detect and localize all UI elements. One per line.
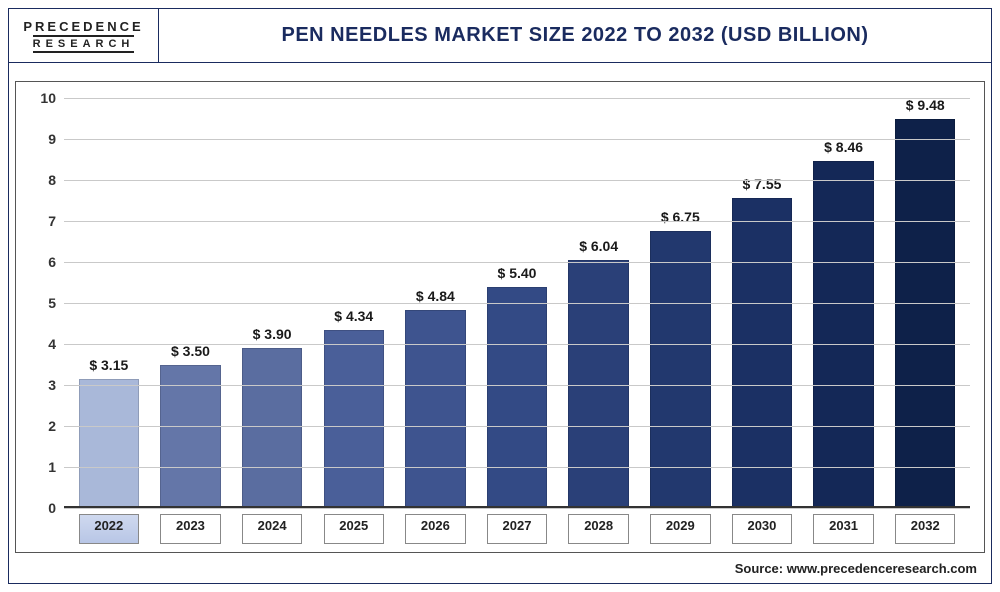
header-row: PRECEDENCE RESEARCH PEN NEEDLES MARKET S… <box>9 9 991 63</box>
bar-value-label: $ 4.84 <box>416 288 455 304</box>
gridline <box>64 180 970 181</box>
plot-area: $ 3.15$ 3.50$ 3.90$ 4.34$ 4.84$ 5.40$ 6.… <box>64 98 970 508</box>
gridline <box>64 98 970 99</box>
y-tick-label: 6 <box>24 254 64 270</box>
x-tick-label: 2028 <box>568 514 628 544</box>
y-tick-label: 3 <box>24 377 64 393</box>
gridline <box>64 467 970 468</box>
x-tick-label: 2027 <box>487 514 547 544</box>
bar <box>487 287 547 508</box>
x-tick-slot: 2029 <box>639 514 721 544</box>
x-tick-slot: 2023 <box>150 514 232 544</box>
bar <box>79 379 139 508</box>
chart-inner: $ 3.15$ 3.50$ 3.90$ 4.34$ 4.84$ 5.40$ 6.… <box>15 81 985 553</box>
y-tick-label: 4 <box>24 336 64 352</box>
bar-value-label: $ 4.34 <box>334 308 373 324</box>
title-box: PEN NEEDLES MARKET SIZE 2022 TO 2032 (US… <box>159 9 991 63</box>
logo: PRECEDENCE RESEARCH <box>9 9 159 63</box>
x-tick-slot: 2026 <box>395 514 477 544</box>
x-tick-label: 2022 <box>79 514 139 544</box>
x-tick-label: 2026 <box>405 514 465 544</box>
gridline <box>64 426 970 427</box>
x-tick-slot: 2024 <box>231 514 313 544</box>
bar <box>813 161 873 508</box>
gridline <box>64 262 970 263</box>
chart-container: $ 3.15$ 3.50$ 3.90$ 4.34$ 4.84$ 5.40$ 6.… <box>9 63 991 561</box>
x-tick-slot: 2028 <box>558 514 640 544</box>
x-ticks-row: 2022 2023 2024 2025 2026 2027 2028 2029 2030 2031… <box>64 514 970 544</box>
x-tick-slot: 2031 <box>803 514 885 544</box>
x-tick-slot: 2027 <box>476 514 558 544</box>
x-tick-label: 2024 <box>242 514 302 544</box>
bar-value-label: $ 6.75 <box>661 209 700 225</box>
x-tick-slot: 2030 <box>721 514 803 544</box>
gridline <box>64 508 970 509</box>
bar <box>405 310 465 508</box>
gridline <box>64 303 970 304</box>
bar-value-label: $ 3.90 <box>253 326 292 342</box>
x-tick-label: 2031 <box>813 514 873 544</box>
bar-value-label: $ 9.48 <box>906 97 945 113</box>
y-tick-label: 0 <box>24 500 64 516</box>
bar <box>324 330 384 508</box>
bar-value-label: $ 8.46 <box>824 139 863 155</box>
y-tick-label: 9 <box>24 131 64 147</box>
bar-value-label: $ 5.40 <box>498 265 537 281</box>
x-tick-label: 2030 <box>732 514 792 544</box>
bar <box>242 348 302 508</box>
logo-line2: RESEARCH <box>33 35 135 53</box>
x-tick-label: 2023 <box>160 514 220 544</box>
x-tick-label: 2032 <box>895 514 955 544</box>
bar-value-label: $ 3.15 <box>89 357 128 373</box>
y-tick-label: 1 <box>24 459 64 475</box>
gridline <box>64 344 970 345</box>
bar <box>160 365 220 509</box>
x-tick-slot: 2022 <box>68 514 150 544</box>
y-tick-label: 2 <box>24 418 64 434</box>
gridline <box>64 385 970 386</box>
bar-value-label: $ 7.55 <box>742 176 781 192</box>
y-tick-label: 8 <box>24 172 64 188</box>
source-attribution: Source: www.precedenceresearch.com <box>9 561 991 583</box>
y-tick-label: 10 <box>24 90 64 106</box>
y-tick-label: 7 <box>24 213 64 229</box>
x-tick-slot: 2032 <box>884 514 966 544</box>
x-tick-slot: 2025 <box>313 514 395 544</box>
bar-value-label: $ 6.04 <box>579 238 618 254</box>
y-tick-label: 5 <box>24 295 64 311</box>
bar <box>895 119 955 508</box>
chart-title: PEN NEEDLES MARKET SIZE 2022 TO 2032 (US… <box>282 24 869 47</box>
chart-card: PRECEDENCE RESEARCH PEN NEEDLES MARKET S… <box>8 8 992 584</box>
gridline <box>64 139 970 140</box>
bar <box>732 198 792 508</box>
gridline <box>64 221 970 222</box>
x-tick-label: 2029 <box>650 514 710 544</box>
logo-line1: PRECEDENCE <box>23 19 143 34</box>
x-tick-label: 2025 <box>324 514 384 544</box>
